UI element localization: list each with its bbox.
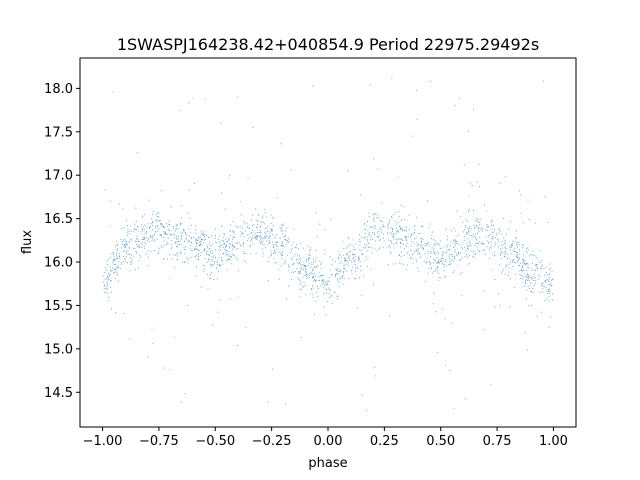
x-tick-label: −0.50 <box>195 434 235 449</box>
y-tick-label: 15.0 <box>44 342 73 357</box>
x-axis-label: phase <box>308 456 347 471</box>
data-points <box>102 77 554 411</box>
x-tick-label: 0.00 <box>314 434 343 449</box>
x-axis: −1.00 −0.75 −0.50 −0.25 0.00 0.25 0.50 0.75 1.00 <box>83 427 568 449</box>
y-tick-label: 16.0 <box>44 256 73 271</box>
x-tick-label: 1.00 <box>539 434 568 449</box>
y-tick-label: 17.0 <box>44 169 73 184</box>
x-tick-label: 0.75 <box>483 434 512 449</box>
chart-title: 1SWASPJ164238.42+040854.9 Period 22975.2… <box>117 35 539 54</box>
y-tick-label: 17.5 <box>44 125 73 140</box>
y-tick-label: 18.0 <box>44 82 73 97</box>
y-tick-label: 16.5 <box>44 212 73 227</box>
scatter-points <box>102 77 554 411</box>
x-tick-label: −0.75 <box>139 434 179 449</box>
y-tick-label: 15.5 <box>44 299 73 314</box>
x-tick-label: −0.25 <box>252 434 292 449</box>
x-tick-label: 0.25 <box>370 434 399 449</box>
y-axis-label: flux <box>20 230 35 254</box>
y-tick-label: 14.5 <box>44 386 73 401</box>
x-tick-label: 0.50 <box>426 434 455 449</box>
x-tick-label: −1.00 <box>83 434 123 449</box>
plot-frame <box>79 57 577 428</box>
y-axis: 14.5 15.0 15.5 16.0 16.5 17.0 17.5 18.0 <box>44 82 80 401</box>
